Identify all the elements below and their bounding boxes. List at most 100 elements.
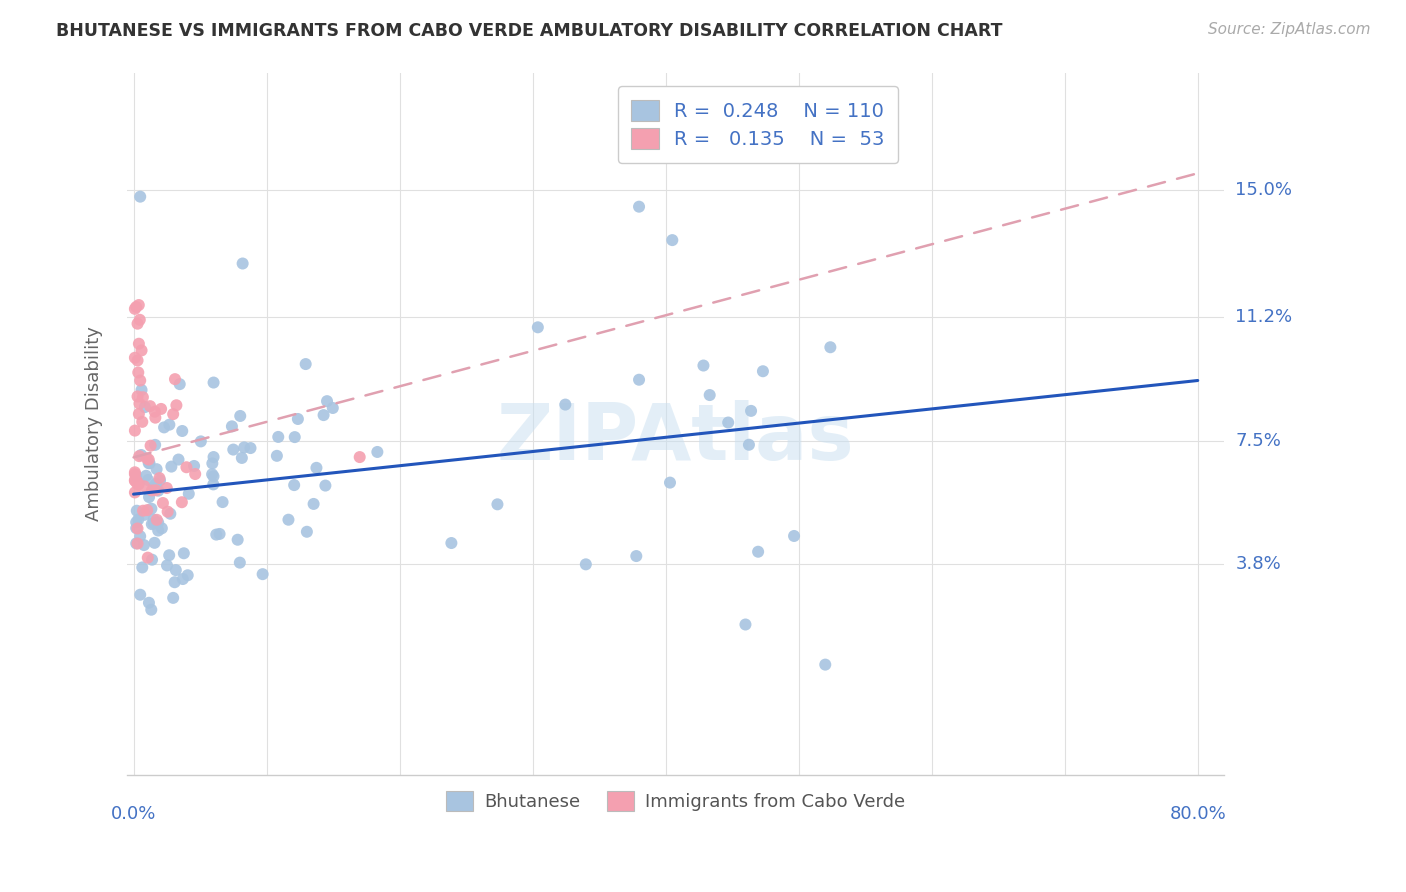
- Point: [131, 560, 153, 574]
- Point: [125, 536, 148, 550]
- Point: [124, 424, 146, 438]
- Text: 3.8%: 3.8%: [1236, 556, 1281, 574]
- Point: [132, 390, 155, 404]
- Point: [165, 563, 187, 577]
- Point: [177, 568, 200, 582]
- Point: [486, 497, 509, 511]
- Point: [127, 521, 149, 535]
- Point: [172, 424, 194, 438]
- Point: [172, 572, 194, 586]
- Point: [163, 372, 186, 386]
- Point: [554, 398, 576, 412]
- Legend: Bhutanese, Immigrants from Cabo Verde: Bhutanese, Immigrants from Cabo Verde: [439, 784, 912, 819]
- Point: [129, 189, 152, 203]
- Text: 7.5%: 7.5%: [1236, 432, 1281, 450]
- Text: 15.0%: 15.0%: [1236, 181, 1292, 199]
- Point: [145, 477, 167, 491]
- Point: [162, 591, 184, 605]
- Point: [162, 407, 184, 421]
- Point: [277, 513, 299, 527]
- Point: [302, 497, 325, 511]
- Point: [157, 548, 180, 562]
- Point: [138, 596, 160, 610]
- Point: [205, 527, 228, 541]
- Point: [239, 441, 262, 455]
- Point: [222, 442, 245, 457]
- Point: [229, 409, 252, 423]
- Point: [366, 445, 388, 459]
- Point: [173, 546, 195, 560]
- Point: [132, 538, 155, 552]
- Point: [138, 456, 160, 470]
- Point: [167, 452, 190, 467]
- Point: [125, 521, 148, 535]
- Point: [202, 469, 225, 483]
- Point: [127, 353, 149, 368]
- Point: [127, 389, 149, 403]
- Point: [575, 558, 598, 572]
- Point: [129, 588, 152, 602]
- Point: [142, 513, 165, 527]
- Point: [148, 483, 170, 498]
- Point: [202, 477, 225, 491]
- Point: [141, 552, 163, 566]
- Point: [814, 657, 837, 672]
- Point: [284, 430, 307, 444]
- Point: [131, 415, 153, 429]
- Point: [145, 462, 167, 476]
- Text: Source: ZipAtlas.com: Source: ZipAtlas.com: [1208, 22, 1371, 37]
- Point: [740, 404, 762, 418]
- Y-axis label: Ambulatory Disability: Ambulatory Disability: [86, 326, 103, 522]
- Text: BHUTANESE VS IMMIGRANTS FROM CABO VERDE AMBULATORY DISABILITY CORRELATION CHART: BHUTANESE VS IMMIGRANTS FROM CABO VERDE …: [56, 22, 1002, 40]
- Point: [125, 504, 148, 518]
- Point: [176, 460, 198, 475]
- Point: [134, 479, 156, 493]
- Point: [626, 549, 648, 563]
- Point: [738, 438, 761, 452]
- Point: [128, 336, 150, 351]
- Point: [129, 448, 152, 462]
- Point: [283, 478, 305, 492]
- Point: [163, 575, 186, 590]
- Point: [157, 417, 180, 432]
- Point: [232, 256, 254, 270]
- Point: [124, 474, 146, 488]
- Point: [125, 300, 148, 314]
- Point: [202, 450, 225, 464]
- Point: [143, 410, 166, 425]
- Point: [146, 516, 169, 530]
- Point: [139, 399, 162, 413]
- Point: [124, 474, 146, 488]
- Point: [316, 394, 339, 409]
- Point: [183, 458, 205, 473]
- Point: [312, 408, 335, 422]
- Point: [127, 366, 149, 380]
- Point: [717, 416, 740, 430]
- Point: [148, 524, 170, 538]
- Point: [127, 512, 149, 526]
- Point: [628, 200, 651, 214]
- Point: [153, 420, 176, 434]
- Point: [129, 529, 152, 543]
- Point: [184, 467, 207, 481]
- Point: [322, 401, 344, 415]
- Point: [135, 468, 157, 483]
- Point: [127, 536, 149, 550]
- Point: [149, 474, 172, 488]
- Point: [128, 407, 150, 421]
- Point: [128, 449, 150, 463]
- Point: [124, 485, 146, 500]
- Point: [131, 383, 153, 397]
- Point: [201, 456, 224, 470]
- Point: [221, 419, 243, 434]
- Point: [661, 233, 683, 247]
- Point: [231, 450, 253, 465]
- Point: [125, 474, 148, 488]
- Text: 11.2%: 11.2%: [1236, 308, 1292, 326]
- Point: [143, 480, 166, 494]
- Point: [143, 438, 166, 452]
- Point: [131, 343, 153, 358]
- Point: [134, 508, 156, 522]
- Point: [211, 495, 233, 509]
- Point: [252, 567, 274, 582]
